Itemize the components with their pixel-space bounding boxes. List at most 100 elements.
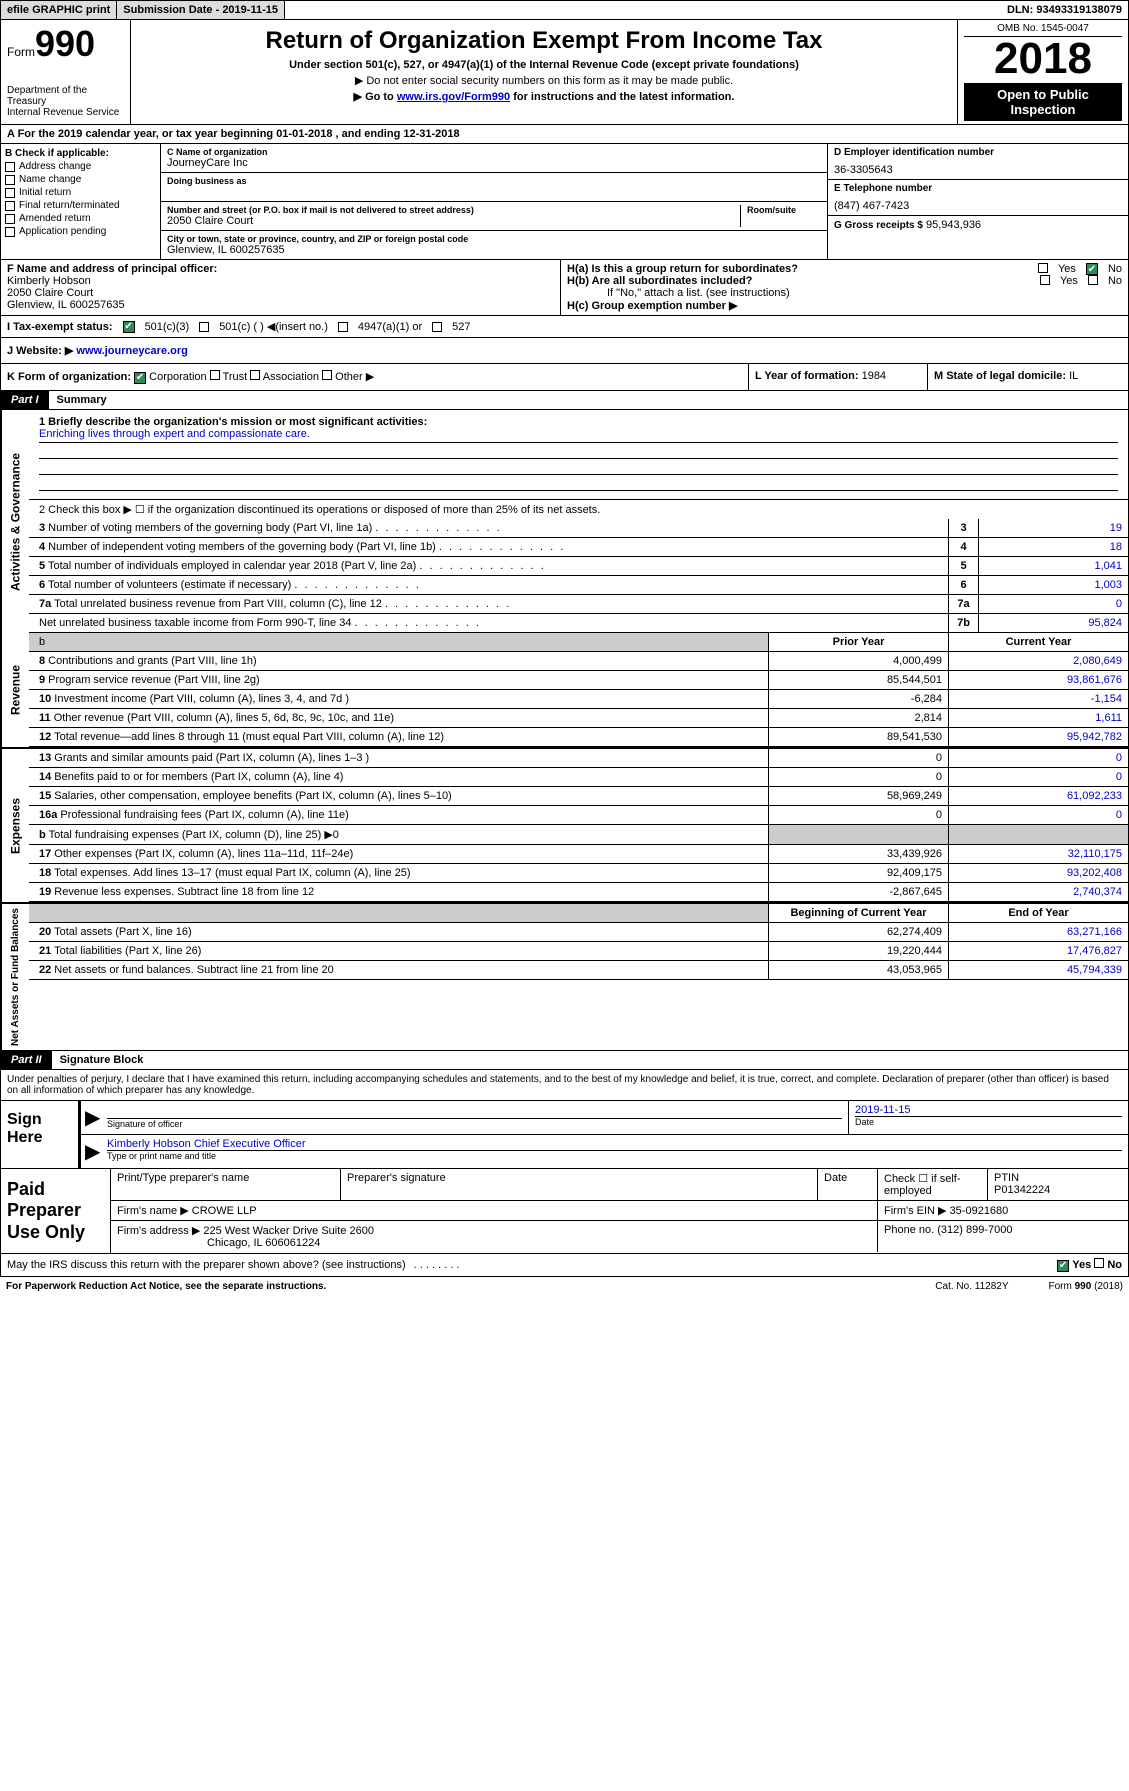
current-11: 1,611: [948, 709, 1128, 727]
chk-name-change[interactable]: [5, 175, 15, 185]
firm-name: CROWE LLP: [192, 1205, 257, 1217]
year-formation: 1984: [862, 370, 886, 382]
hdr-prior: Prior Year: [768, 633, 948, 651]
firm-ein: 35-0921680: [950, 1205, 1009, 1217]
hdr-beginning: Beginning of Current Year: [768, 904, 948, 922]
prep-name-label: Print/Type preparer's name: [117, 1172, 334, 1184]
chk-app-pending[interactable]: [5, 227, 15, 237]
state-domicile-label: M State of legal domicile:: [934, 370, 1066, 382]
chk-discuss-yes[interactable]: ✔: [1057, 1260, 1069, 1272]
prior-13: 0: [768, 749, 948, 767]
officer-addr2: Glenview, IL 600257635: [7, 299, 125, 311]
current-18: 93,202,408: [948, 864, 1128, 882]
row-q-12: 12 Total revenue—add lines 8 through 11 …: [29, 728, 768, 746]
prior-18: 92,409,175: [768, 864, 948, 882]
phone-label: E Telephone number: [834, 183, 1122, 194]
current-19: 2,740,374: [948, 883, 1128, 901]
current-17: 32,110,175: [948, 845, 1128, 863]
open-public-badge: Open to Public Inspection: [964, 83, 1122, 121]
submission-date: Submission Date - 2019-11-15: [117, 1, 285, 19]
chk-527[interactable]: [432, 322, 442, 332]
current-13: 0: [948, 749, 1128, 767]
chk-amended[interactable]: [5, 214, 15, 224]
current-10: -1,154: [948, 690, 1128, 708]
vlabel-revenue: Revenue: [1, 633, 29, 747]
irs-link[interactable]: www.irs.gov/Form990: [397, 91, 510, 103]
gross-receipts-label: G Gross receipts $: [834, 220, 923, 231]
officer-name: Kimberly Hobson: [7, 275, 91, 287]
hdr-current: Current Year: [948, 633, 1128, 651]
chk-501c[interactable]: [199, 322, 209, 332]
current-12: 95,942,782: [948, 728, 1128, 746]
chk-assoc[interactable]: [250, 370, 260, 380]
row-q-18: 18 Total expenses. Add lines 13–17 (must…: [29, 864, 768, 882]
part2-title: Signature Block: [52, 1051, 152, 1069]
ptin-label: PTIN: [994, 1172, 1122, 1184]
chk-trust[interactable]: [210, 370, 220, 380]
part2-tag: Part II: [1, 1051, 52, 1069]
year-formation-label: L Year of formation:: [755, 370, 859, 382]
prior-17: 33,439,926: [768, 845, 948, 863]
chk-initial-return[interactable]: [5, 188, 15, 198]
chk-ha-yes[interactable]: [1038, 263, 1048, 273]
efile-btn[interactable]: efile GRAPHIC print: [1, 1, 117, 19]
row-q-22: 22 Net assets or fund balances. Subtract…: [29, 961, 768, 979]
current-20: 63,271,166: [948, 923, 1128, 941]
summary-q-4: 4 Number of independent voting members o…: [29, 538, 948, 556]
chk-501c3[interactable]: ✔: [123, 321, 135, 333]
chk-discuss-no[interactable]: [1094, 1258, 1104, 1268]
officer-label: F Name and address of principal officer:: [7, 263, 217, 275]
row-q-13: 13 Grants and similar amounts paid (Part…: [29, 749, 768, 767]
sig-arrow-2: ▶: [81, 1135, 101, 1168]
form-footer: Form 990 (2018): [1049, 1281, 1124, 1292]
box-6: 6: [948, 576, 978, 594]
gross-receipts-value: 95,943,936: [926, 219, 981, 231]
box-7b: 7b: [948, 614, 978, 632]
note-ssn: ▶ Do not enter social security numbers o…: [137, 74, 951, 87]
chk-other[interactable]: [322, 370, 332, 380]
dept-treasury: Department of the Treasury: [7, 85, 124, 107]
prior-9: 85,544,501: [768, 671, 948, 689]
prior-10: -6,284: [768, 690, 948, 708]
vlabel-net: Net Assets or Fund Balances: [1, 904, 29, 1050]
row-q-14: 14 Benefits paid to or for members (Part…: [29, 768, 768, 786]
tax-year: 2018: [964, 37, 1122, 81]
current-9: 93,861,676: [948, 671, 1128, 689]
discuss-question: May the IRS discuss this return with the…: [7, 1259, 406, 1271]
part1-tag: Part I: [1, 391, 49, 409]
summary-q-3: 3 Number of voting members of the govern…: [29, 519, 948, 537]
summary-q-7b: Net unrelated business taxable income fr…: [29, 614, 948, 632]
ein-value: 36-3305643: [834, 158, 1122, 176]
firm-phone: (312) 899-7000: [937, 1224, 1012, 1236]
chk-4947[interactable]: [338, 322, 348, 332]
prior-15: 58,969,249: [768, 787, 948, 805]
prior-19: -2,867,645: [768, 883, 948, 901]
row-q-15: 15 Salaries, other compensation, employe…: [29, 787, 768, 805]
section-a-period: A For the 2019 calendar year, or tax yea…: [0, 125, 1129, 144]
row-q-9: 9 Program service revenue (Part VIII, li…: [29, 671, 768, 689]
current-8: 2,080,649: [948, 652, 1128, 670]
row-q-20: 20 Total assets (Part X, line 16): [29, 923, 768, 941]
val-3: 19: [978, 519, 1128, 537]
vlabel-expenses: Expenses: [1, 749, 29, 902]
phone-value: (847) 467-7423: [834, 194, 1122, 212]
firm-addr2: Chicago, IL 606061224: [117, 1237, 320, 1249]
chk-hb-yes[interactable]: [1040, 275, 1050, 285]
website-link[interactable]: www.journeycare.org: [76, 345, 187, 357]
sig-name-title: Kimberly Hobson Chief Executive Officer: [107, 1138, 1122, 1151]
hc-label: H(c) Group exemption number ▶: [567, 300, 737, 312]
chk-hb-no[interactable]: [1088, 275, 1098, 285]
row-q-21: 21 Total liabilities (Part X, line 26): [29, 942, 768, 960]
org-city: Glenview, IL 600257635: [167, 244, 821, 256]
chk-ha-no[interactable]: ✔: [1086, 263, 1098, 275]
paid-preparer-label: Paid Preparer Use Only: [1, 1169, 111, 1254]
sig-officer-label: Signature of officer: [107, 1118, 842, 1129]
prep-selfemp-label: Check ☐ if self-employed: [884, 1172, 981, 1197]
val-6: 1,003: [978, 576, 1128, 594]
chk-address-change[interactable]: [5, 162, 15, 172]
form-number: Form990: [7, 23, 124, 65]
row-q-16a: 16a Professional fundraising fees (Part …: [29, 806, 768, 824]
prior-b: [768, 825, 948, 844]
chk-final-return[interactable]: [5, 201, 15, 211]
chk-corp[interactable]: ✔: [134, 372, 146, 384]
